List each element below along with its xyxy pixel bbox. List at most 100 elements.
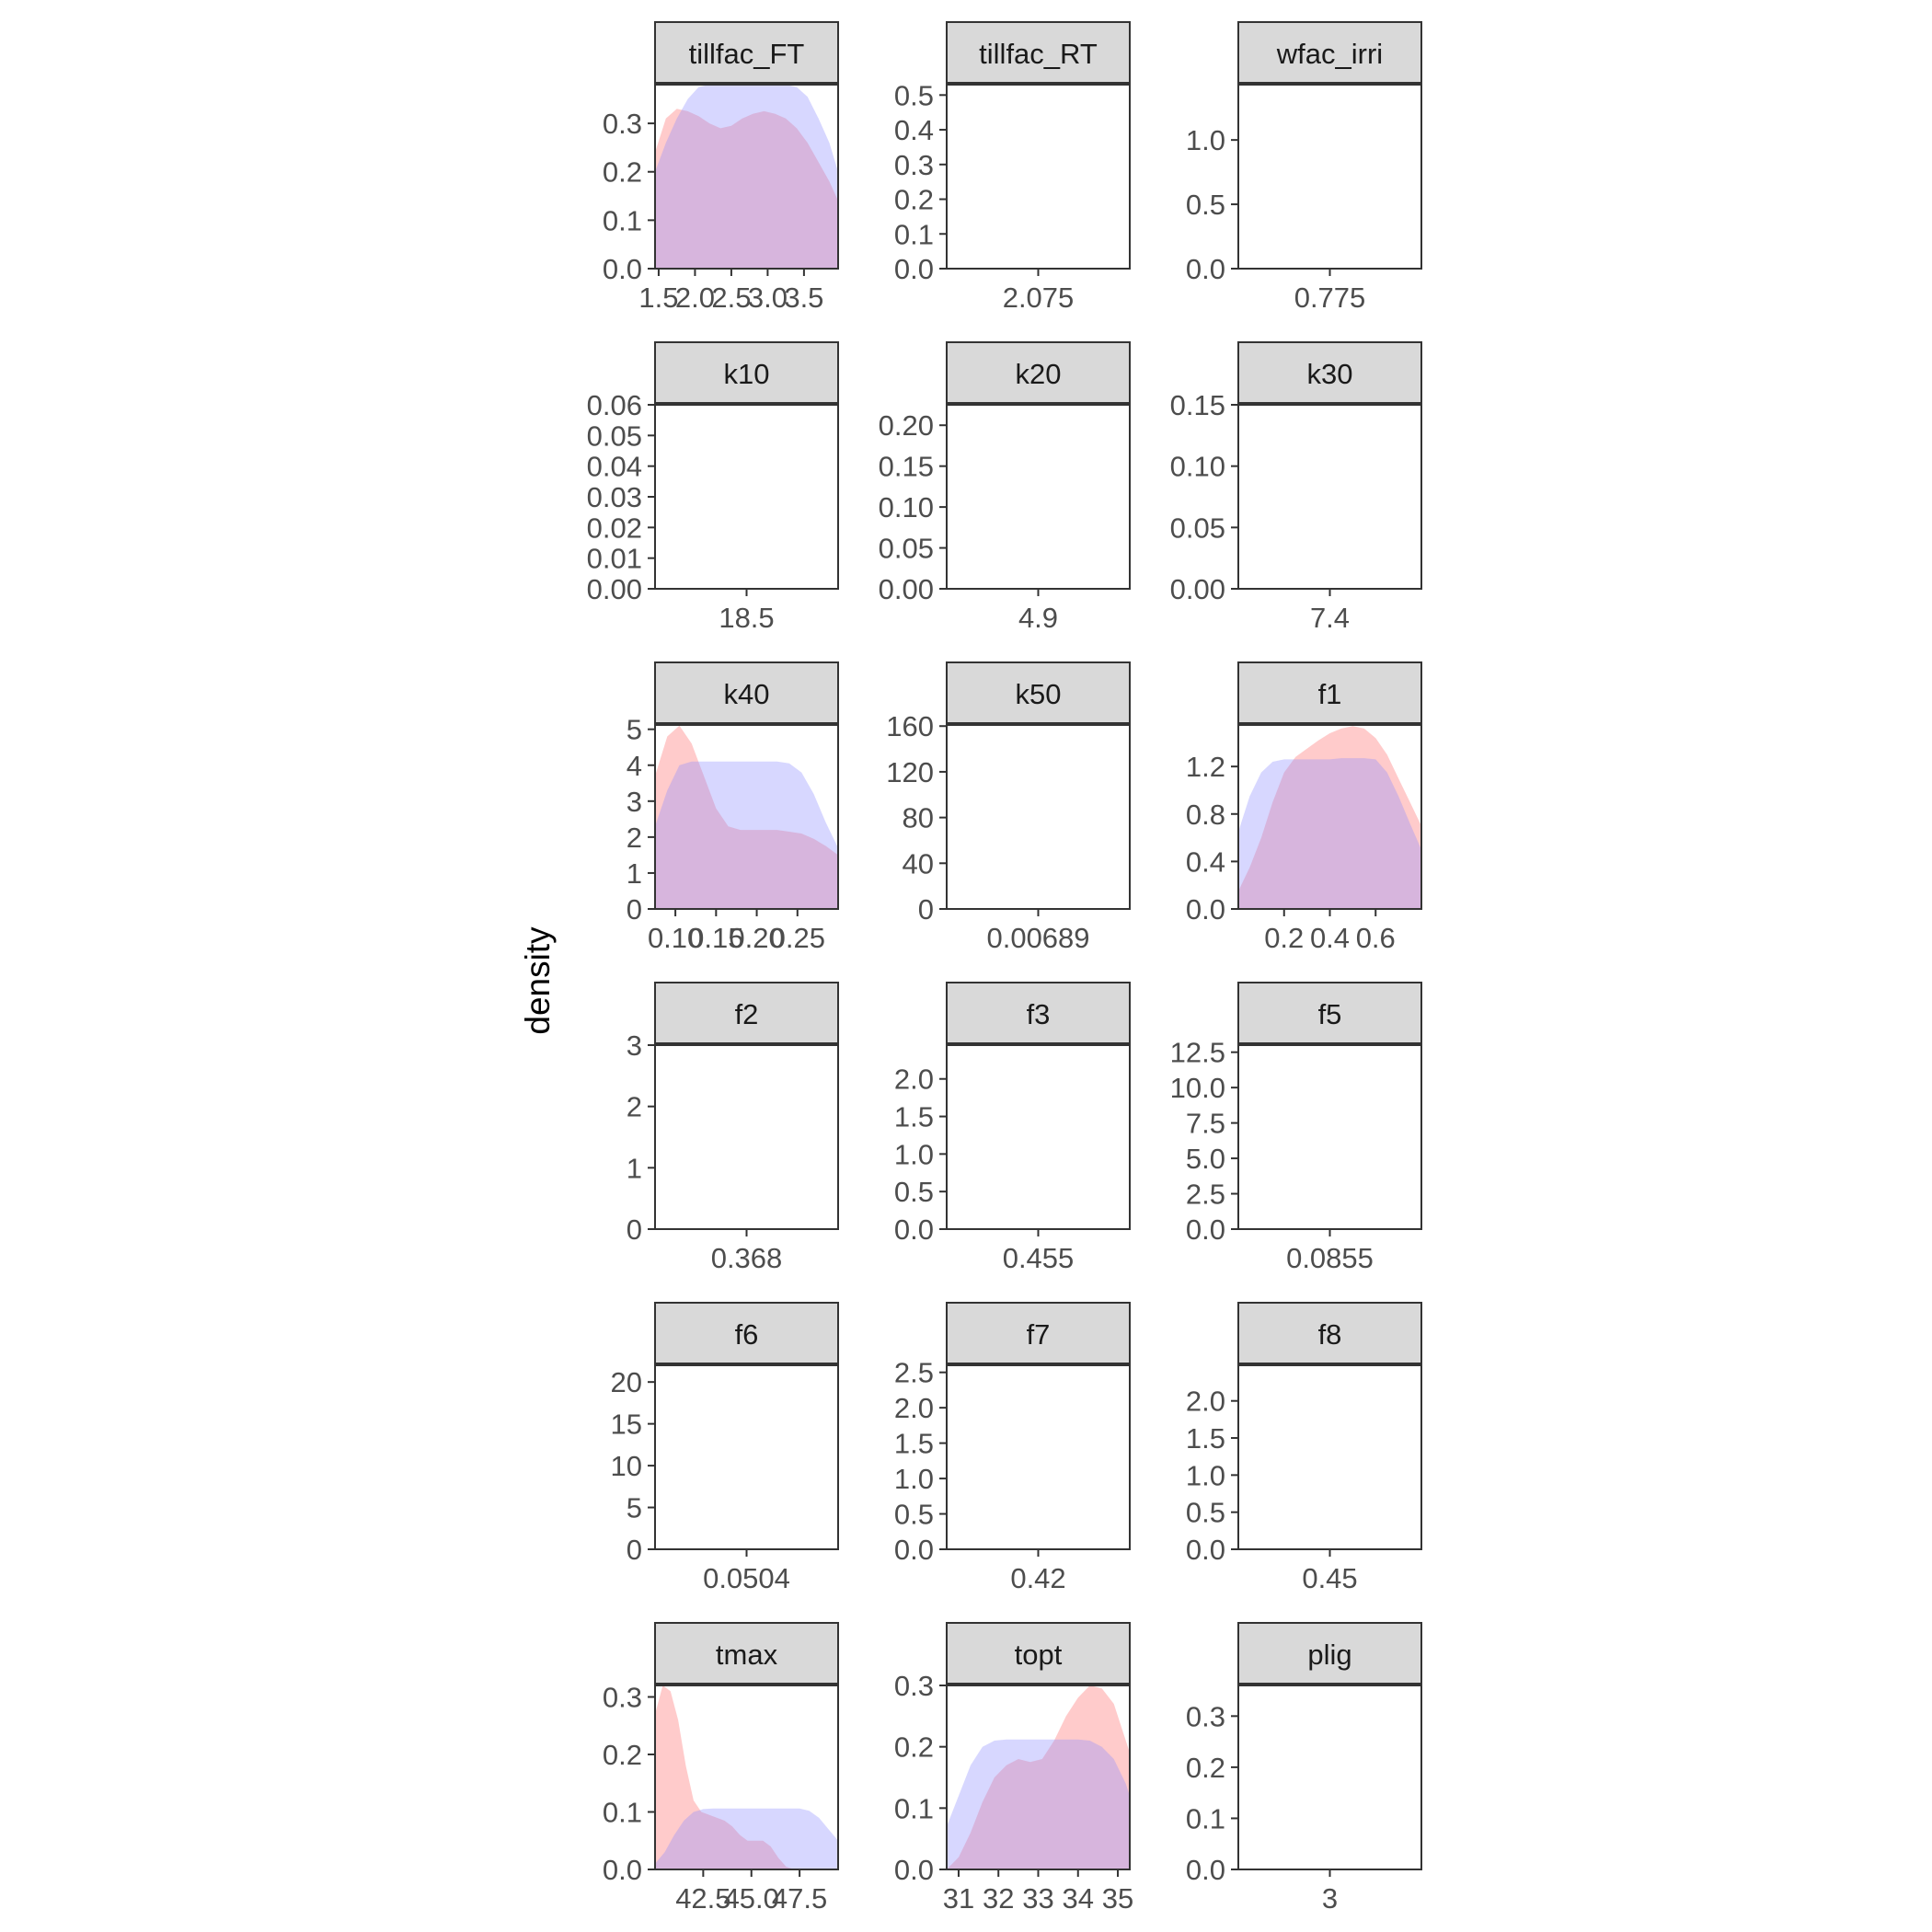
x-tick-label: 0.20	[729, 922, 784, 954]
y-tick-label: 0.5	[1186, 189, 1225, 221]
x-tick-label: 33	[1022, 1882, 1053, 1915]
panel-background	[947, 725, 1130, 909]
strip-label: f2	[735, 998, 759, 1030]
y-tick-label: 0.0	[1186, 1534, 1225, 1566]
y-tick-label: 10	[611, 1450, 642, 1482]
y-tick-label: 0.3	[1186, 1700, 1225, 1732]
x-tick-label: 1.5	[638, 282, 678, 314]
y-tick-label: 40	[903, 847, 934, 880]
y-tick-label: 0.2	[894, 184, 934, 216]
y-tick-label: 0.5	[1186, 1497, 1225, 1529]
strip-tillfac-rt	[946, 21, 1131, 84]
y-tick-label: 0.4	[894, 114, 934, 146]
y-tick-label: 0.00	[587, 573, 642, 605]
y-tick-label: 1.5	[894, 1428, 934, 1460]
y-tick-label: 3	[627, 786, 642, 818]
y-tick-label: 120	[886, 756, 934, 788]
density-area-series-1	[655, 725, 838, 909]
y-tick-label: 20	[611, 1366, 642, 1398]
panel-f3: f3 0.0 0.5 1.0 1.5 2.0 0.455	[894, 982, 1131, 1274]
x-tick-label: 7.4	[1310, 602, 1350, 634]
x-tick-label: 2.5	[711, 282, 751, 314]
panel-background	[655, 1045, 838, 1229]
y-tick-label: 0.0	[894, 1534, 934, 1566]
x-tick-label: 0.25	[770, 922, 825, 954]
y-tick-label: 0.2	[603, 1739, 642, 1771]
y-tick-label: 0.00	[879, 573, 934, 605]
y-tick-label: 0.3	[603, 1682, 642, 1714]
y-tick-label: 1.5	[894, 1101, 934, 1133]
panel-tmax: tmax 0.0 0.1 0.2 0.3 42.545.047.5	[603, 1622, 839, 1915]
panel-background	[947, 1365, 1130, 1549]
y-tick-label: 0.03	[587, 481, 642, 513]
y-tick-label: 0	[918, 893, 934, 926]
y-tick-label: 2.0	[894, 1392, 934, 1424]
panel-f2: f2 0 1 2 3 0.368	[627, 982, 839, 1274]
y-tick-label: 0.5	[894, 1176, 934, 1208]
x-tick-label: 0.45	[1302, 1562, 1357, 1594]
panel-background	[655, 405, 838, 589]
y-tick-label: 12.5	[1170, 1037, 1225, 1069]
y-tick-label: 0.0	[1186, 253, 1225, 285]
x-tick-label: 42.5	[675, 1882, 730, 1915]
x-tick-label: 0.0504	[703, 1562, 790, 1594]
y-tick-label: 0.5	[894, 1499, 934, 1531]
panel-tillfac-ft: tillfac_FT 0.0 0.1 0.2 0.3 1.52.02.53.03.5	[603, 21, 839, 314]
y-tick-label: 0.05	[879, 533, 934, 565]
strip-tmax	[654, 1622, 839, 1685]
x-tick-label: 45.0	[724, 1882, 779, 1915]
x-tick-label: 3.5	[784, 282, 823, 314]
y-tick-label: 0.15	[1170, 389, 1225, 421]
panel-topt: topt 0.0 0.1 0.2 0.3 31 32 33 34 35	[894, 1622, 1133, 1915]
y-tick-label: 0.0	[603, 1854, 642, 1886]
y-tick-label: 15	[611, 1409, 642, 1441]
strip-label: k50	[1016, 678, 1062, 710]
x-tick-label: 2.075	[1003, 282, 1075, 314]
strip-k10	[654, 341, 839, 404]
x-tick-label: 0.368	[711, 1242, 783, 1274]
y-tick-label: 80	[903, 802, 934, 834]
y-tick-label: 1.5	[1186, 1422, 1225, 1455]
x-tick-label: 35	[1102, 1882, 1133, 1915]
x-tick-label: 0.455	[1003, 1242, 1075, 1274]
x-tick-label: 0.00689	[986, 922, 1089, 954]
y-tick-label: 2.0	[894, 1064, 934, 1096]
density-area-series-2	[655, 85, 838, 269]
x-tick-label: 34	[1063, 1882, 1094, 1915]
strip-topt	[946, 1622, 1131, 1685]
panel-k20: k20 0.00 0.05 0.10 0.15 0.20 4.9	[879, 341, 1131, 634]
panel-wfac-irri: wfac_irri 0.0 0.5 1.0 0.775	[1186, 21, 1422, 314]
x-tick-label: 0.6	[1356, 922, 1396, 954]
y-tick-label: 0.02	[587, 512, 642, 544]
y-tick-label: 0.06	[587, 389, 642, 421]
panel-tillfac-rt: tillfac_RT 0.00.10.20.30.40.5 2.075	[894, 21, 1131, 314]
strip-f2	[654, 982, 839, 1044]
density-area-series-1	[655, 1685, 794, 1869]
panel-k40: k40 012 3 4 5 0.100.150.200.25	[627, 661, 839, 954]
strip-k30	[1237, 341, 1422, 404]
density-areas	[655, 85, 838, 269]
y-tick-label: 0.20	[879, 409, 934, 442]
strip-f8	[1237, 1302, 1422, 1364]
y-tick-label: 1.0	[894, 1463, 934, 1495]
y-tick-label: 0.5	[894, 79, 934, 111]
panel-background	[947, 405, 1130, 589]
panel-background	[655, 725, 838, 909]
panel-k30: k30 0.00 0.05 0.10 0.15 7.4	[1170, 341, 1422, 634]
panel-border	[654, 84, 839, 270]
y-tick-label: 1.0	[1186, 124, 1225, 156]
panel-k50: k50 0 40 80 120 160 0.00689	[886, 661, 1131, 954]
strip-label: f3	[1027, 998, 1051, 1030]
x-tick-label: 3.0	[748, 282, 788, 314]
x-tick-label: 18.5	[719, 602, 774, 634]
strip-label: k30	[1307, 358, 1353, 390]
density-area-series-2	[947, 1739, 1130, 1869]
x-tick-label: 2.0	[675, 282, 715, 314]
strip-label: k10	[724, 358, 770, 390]
y-tick-label: 2	[627, 822, 642, 854]
strip-wfac-irri	[1237, 21, 1422, 84]
panel-background	[655, 1365, 838, 1549]
panel-f8: f8 0.0 0.5 1.0 1.5 2.0 0.45	[1186, 1302, 1422, 1594]
panel-border	[654, 1685, 839, 1870]
